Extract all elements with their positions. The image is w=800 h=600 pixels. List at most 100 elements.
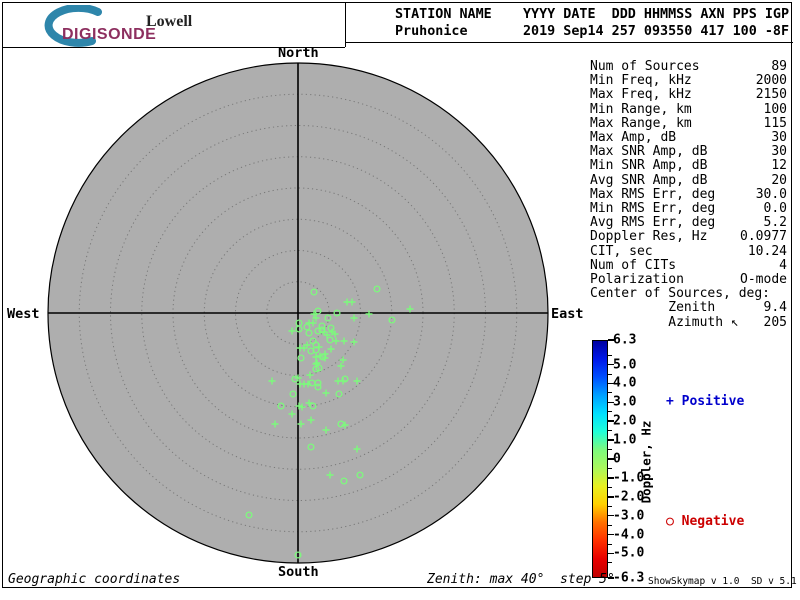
- scatter-point-negative: [324, 314, 332, 322]
- colorbar-tick: [608, 439, 614, 441]
- stat-value: 2150: [755, 87, 787, 103]
- scatter-point-positive: [326, 471, 334, 479]
- colorbar-tick: [608, 458, 614, 460]
- scatter-point-positive: [303, 341, 311, 349]
- scatter-point-negative: [340, 477, 348, 485]
- colorbar-tick-label: -2.0: [613, 489, 645, 505]
- scatter-point-positive: [406, 305, 414, 313]
- lowell-crescent-icon: [44, 5, 102, 47]
- scatter-point-positive: [332, 337, 340, 345]
- colorbar-minor-tick: [608, 505, 612, 507]
- scatter-point-negative: [314, 379, 322, 387]
- stat-value: 205: [763, 314, 787, 330]
- stat-value: 100: [763, 101, 787, 117]
- stat-row: Doppler Res, Hz 0.0977: [590, 230, 787, 244]
- colorbar-tick: [608, 533, 614, 536]
- stat-value: 0.0: [763, 201, 787, 217]
- stat-row: Num of Sources 89: [590, 59, 787, 74]
- scatter-point-negative: [356, 471, 364, 479]
- scatter-point-positive: [337, 362, 345, 370]
- scatter-point-negative: [314, 327, 322, 335]
- stat-row: Azimuth ↖ 205: [590, 314, 787, 330]
- scatter-point-positive: [310, 310, 318, 318]
- stat-row: CIT, sec 10.24: [590, 243, 787, 259]
- stat-row: Max Range, km 115: [590, 116, 787, 131]
- colorbar-tick: [608, 496, 614, 498]
- positive-doppler-legend: + Positive: [666, 394, 745, 409]
- colorbar-minor-tick: [608, 562, 612, 564]
- stat-label: Num of CITs: [590, 257, 677, 273]
- colorbar-tick: [608, 382, 614, 385]
- colorbar-minor-tick: [608, 373, 612, 375]
- scatter-point-negative: [318, 322, 326, 330]
- scatter-point-negative: [326, 336, 334, 344]
- logo-divider-line: [345, 2, 346, 47]
- scatter-point-positive: [268, 377, 276, 385]
- scatter-point-negative: [289, 390, 297, 398]
- stat-row: Num of CITs 4: [590, 257, 787, 273]
- logo-text-lowell: Lowell: [146, 13, 193, 30]
- stat-row: Max SNR Amp, dB 30: [590, 145, 787, 159]
- scatter-point-positive: [288, 327, 296, 335]
- scatter-point-negative: [373, 285, 381, 293]
- scatter-point-positive: [322, 389, 330, 397]
- software-version-label: ShowSkymap v 1.0 SD v 5.1: [648, 576, 797, 587]
- scatter-point-positive: [312, 314, 320, 322]
- stat-row: Avg SNR Amp, dB 20: [590, 172, 787, 188]
- stat-row: Min RMS Err, deg 0.0: [590, 201, 787, 217]
- scatter-point-positive: [315, 343, 323, 351]
- colorbar-tick-label: 3.0: [613, 394, 637, 410]
- scatter-point-positive: [306, 371, 314, 379]
- stat-row: Polarization O-mode: [590, 272, 787, 287]
- stat-label: Min SNR Amp, dB: [590, 158, 708, 174]
- stat-value: 2000: [755, 73, 787, 89]
- scatter-point-negative: [294, 551, 302, 559]
- scatter-point-positive: [297, 420, 305, 428]
- scatter-point-negative: [337, 420, 345, 428]
- colorbar-minor-tick: [608, 354, 612, 356]
- stat-label: Azimuth ↖: [590, 314, 739, 330]
- stat-label: Avg SNR Amp, dB: [590, 172, 708, 188]
- scatter-point-positive: [365, 310, 373, 318]
- scatter-point-positive: [350, 338, 358, 346]
- colorbar-tick-label: 1.0: [613, 432, 637, 448]
- colorbar-tick-label: 0: [613, 451, 621, 467]
- colorbar-minor-tick: [608, 543, 612, 545]
- scatter-point-negative: [314, 307, 322, 315]
- scatter-point-negative: [310, 288, 318, 296]
- coordinates-type-label: Geographic coordinates: [8, 572, 181, 587]
- stat-label: Avg RMS Err, deg: [590, 215, 716, 231]
- scatter-point-positive: [353, 445, 361, 453]
- logo-text-digisonde: DIGISONDE: [62, 26, 157, 43]
- scatter-point-negative: [277, 402, 285, 410]
- colorbar-tick-label: -4.0: [613, 527, 645, 543]
- stat-label: Max RMS Err, deg: [590, 186, 716, 202]
- negative-doppler-legend: ○ Negative: [666, 514, 745, 529]
- stat-label: Min Freq, kHz: [590, 73, 692, 89]
- logo-separator-line: [2, 46, 345, 48]
- scatter-point-positive: [298, 403, 306, 411]
- colorbar-tick-label: 5.0: [613, 357, 637, 373]
- stat-value: 10.24: [747, 243, 787, 259]
- scatter-point-positive: [331, 330, 339, 338]
- colorbar-tick: [608, 401, 614, 404]
- stat-value: 5.2: [763, 215, 787, 231]
- stat-value: 12: [771, 158, 787, 174]
- compass-north-label: North: [278, 45, 319, 61]
- colorbar-minor-tick: [608, 524, 612, 526]
- stat-label: Max Freq, kHz: [590, 87, 692, 103]
- header-columns-label: YYYY DATE DDD HHMMSS AXN PPS IGP: [523, 7, 790, 22]
- colorbar-axis-label: Doppler, Hz: [638, 420, 654, 504]
- stat-label: Min Range, km: [590, 101, 692, 117]
- scatter-point-negative: [303, 323, 311, 331]
- scatter-point-negative: [318, 326, 326, 334]
- scatter-point-positive: [350, 314, 358, 322]
- scatter-point-negative: [295, 325, 303, 333]
- scatter-point-negative: [319, 353, 327, 361]
- colorbar-minor-tick: [608, 430, 612, 432]
- scatter-point-negative: [309, 337, 317, 345]
- colorbar-tick: [608, 363, 614, 366]
- scatter-point-positive: [340, 337, 348, 345]
- colorbar-tick-label: 6.3: [613, 332, 637, 348]
- scatter-point-negative: [388, 316, 396, 324]
